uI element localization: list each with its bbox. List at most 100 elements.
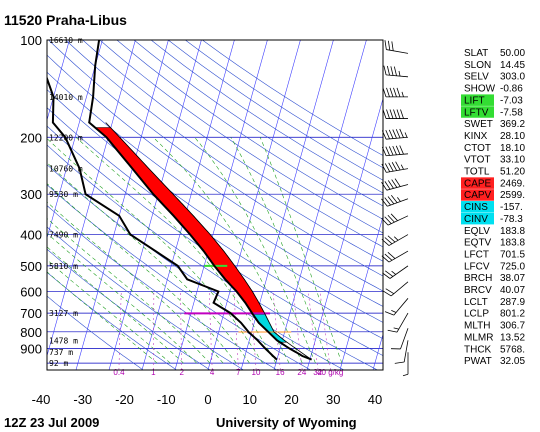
- wind-barb: [381, 195, 409, 207]
- index-highlight: [461, 201, 494, 213]
- wind-barb-flag: [395, 145, 401, 155]
- wind-barb-staff: [386, 136, 409, 140]
- wind-barb-flag: [393, 66, 397, 76]
- wind-barb-staff: [387, 198, 409, 207]
- index-row: TOTL 51.20: [464, 167, 525, 178]
- wind-barb-half-flag: [398, 70, 401, 77]
- index-value: 2599.: [500, 190, 525, 201]
- index-label: SLON: [464, 60, 491, 71]
- wind-barb-flag: [393, 87, 397, 98]
- moist-adiabat-line: [47, 218, 211, 364]
- wind-barb-flag: [387, 40, 391, 51]
- dry-adiabat-line: [47, 125, 383, 356]
- index-row: BRCV 40.07: [464, 285, 525, 296]
- dry-adiabat-line: [133, 40, 383, 207]
- wind-barb-flag: [387, 329, 398, 333]
- wind-barb-flag: [381, 217, 389, 226]
- wind-barb-flag: [387, 235, 396, 243]
- index-label: MLMR: [464, 332, 493, 343]
- mixing-ratio-line: [319, 291, 331, 370]
- index-value: 801.2: [500, 309, 525, 320]
- pressure-tick-label: 300: [20, 187, 42, 202]
- plot-frame: [46, 39, 384, 371]
- isotherm-line: [207, 40, 301, 370]
- index-row: SWET 369.2: [464, 119, 525, 130]
- temperature-tick-labels: -40 -30 -20 -10 0 10 20 30 40: [32, 392, 383, 407]
- wind-barb-staff: [393, 298, 409, 316]
- index-value: -7.58: [500, 107, 523, 118]
- pressure-tick-label: 900: [20, 341, 42, 356]
- temperature-tick-label: 0: [204, 392, 211, 407]
- wind-barb: [381, 178, 409, 191]
- dry-adiabat-line: [82, 40, 383, 248]
- wind-barb-flag: [386, 109, 390, 119]
- pressure-tick-label: 700: [20, 306, 42, 321]
- moist-adiabat-line: [47, 162, 250, 364]
- wind-barb: [390, 328, 409, 350]
- wind-barb-flag: [384, 216, 392, 224]
- pressure-tick-label: 500: [20, 259, 42, 274]
- mixing-ratio-label: 40 g/kg: [317, 368, 343, 377]
- index-row: LIFT -7.03: [461, 94, 523, 106]
- mixing-ratio-line: [250, 291, 257, 370]
- temperature-tick-label: 20: [284, 392, 298, 407]
- dry-adiabat-line: [48, 40, 383, 277]
- wind-barb: [381, 213, 409, 226]
- index-highlight: [461, 94, 494, 106]
- special-levels: [184, 264, 292, 333]
- moist-adiabat-line: [75, 137, 277, 364]
- wind-barb-staff: [400, 328, 409, 350]
- index-value: 28.10: [500, 131, 525, 142]
- wind-barb-flag: [396, 109, 401, 119]
- isotherm-line: [339, 215, 383, 370]
- wind-barb-flag: [389, 87, 394, 98]
- index-label: LFCV: [464, 261, 490, 272]
- isotherm-line: [174, 40, 268, 370]
- index-value: 13.52: [500, 332, 525, 343]
- mixing-ratio-label: 1: [151, 368, 156, 377]
- index-row: LFCV 725.0: [464, 261, 525, 272]
- index-row: THCK 5768.: [464, 344, 525, 355]
- diagram-grid: [47, 40, 383, 370]
- wind-barb-flag: [382, 87, 387, 98]
- temperature-tick-label: -10: [157, 392, 176, 407]
- profile-lines: [47, 40, 312, 361]
- index-row: LFTV -7.58: [461, 106, 523, 118]
- index-value: 303.0: [500, 72, 525, 83]
- wind-barb-staff: [388, 234, 409, 246]
- dry-adiabat-line: [99, 40, 383, 234]
- index-row: CAPV 2599.: [461, 189, 525, 201]
- pressure-tick-label: 200: [20, 130, 42, 145]
- wind-barb-flag: [392, 145, 397, 155]
- dry-adiabat-line: [47, 54, 383, 292]
- wind-barb-flag: [381, 255, 390, 263]
- moist-adiabat-line: [47, 271, 158, 364]
- wind-barb-flag: [384, 181, 391, 190]
- wind-barb-staff: [389, 265, 409, 279]
- index-row: CAPE 2469.: [461, 177, 525, 189]
- index-value: 18.10: [500, 143, 525, 154]
- wind-barb-flag: [386, 65, 390, 76]
- index-highlight: [461, 106, 494, 118]
- wind-barb-staff: [387, 215, 409, 226]
- dry-adiabat-line: [65, 40, 383, 262]
- wind-barb-staff: [390, 281, 409, 297]
- index-label: CTOT: [464, 143, 491, 154]
- wind-barb-staff: [386, 168, 409, 173]
- wind-barb: [383, 65, 409, 78]
- wind-barb-flag: [382, 109, 387, 119]
- wind-barb-flag: [386, 87, 390, 98]
- height-label: 5810 m: [49, 262, 78, 271]
- index-label: CAPV: [464, 190, 492, 201]
- mixing-ratio-line: [308, 291, 319, 370]
- mixing-ratio-line: [180, 291, 183, 370]
- wind-barb-flag: [381, 198, 388, 207]
- wind-barb-flag: [394, 361, 405, 364]
- wind-barb-flag: [392, 129, 397, 139]
- wind-barb-flag: [385, 146, 390, 156]
- wind-barb-flag: [381, 163, 387, 173]
- index-value: 51.20: [500, 167, 525, 178]
- index-label: SELV: [464, 72, 489, 83]
